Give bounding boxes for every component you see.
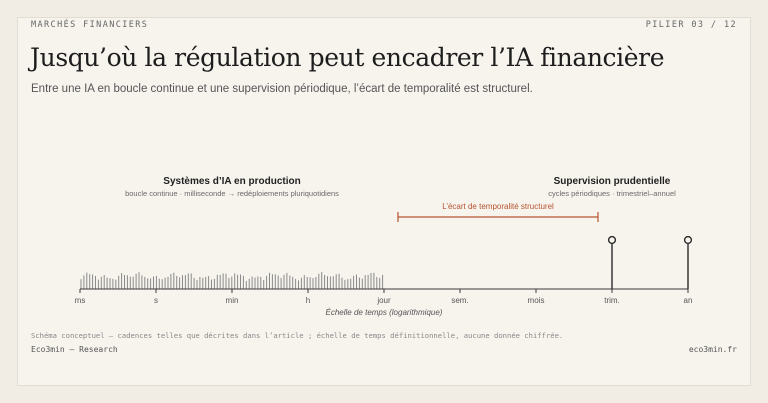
supervision-title: Supervision prudentielle (554, 176, 671, 187)
axis-tick-label: jour (376, 296, 391, 305)
axis-tick-label: trim. (604, 296, 620, 305)
axis-tick-label: min (226, 296, 239, 305)
pillar-counter: PILIER 03 / 12 (645, 20, 737, 30)
supervision-stem-an (683, 235, 693, 289)
axis-tick-label: sem. (451, 296, 468, 305)
supervision-caption: cycles périodiques · trimestriel–annuel (548, 189, 676, 198)
ai-systems-title: Systèmes d’IA en production (163, 176, 300, 187)
time-axis-ticks: ms s min h jour sem. mois trim. an (75, 289, 693, 305)
footnote: Schéma conceptuel — cadences telles que … (31, 331, 564, 340)
brand-label: Eco3min — Research (31, 345, 118, 354)
axis-tick-label: s (154, 296, 158, 305)
axis-tick-label: h (306, 296, 310, 305)
site-link[interactable]: eco3min.fr (688, 345, 737, 354)
stem-trim-marker (607, 235, 617, 245)
page-subtitle: Entre une IA en boucle continue et une s… (31, 83, 533, 95)
page-title: Jusqu’où la régulation peut encadrer l’I… (30, 43, 665, 72)
gap-bracket (397, 212, 599, 222)
axis-tick-label: an (684, 296, 693, 305)
stem-an-marker (683, 235, 693, 245)
supervision-stem-trim (607, 235, 617, 289)
card (17, 17, 751, 386)
gap-label: L’écart de temporalité structurel (442, 202, 554, 211)
ai-activity-bars (80, 272, 384, 289)
axis-tick-label: ms (75, 296, 86, 305)
axis-tick-label: mois (528, 296, 545, 305)
ai-systems-caption: boucle continue · milliseconde → redéplo… (125, 189, 339, 198)
section-kicker: MARCHÉS FINANCIERS (31, 20, 149, 30)
axis-title: Échelle de temps (logarithmique) (326, 308, 443, 317)
